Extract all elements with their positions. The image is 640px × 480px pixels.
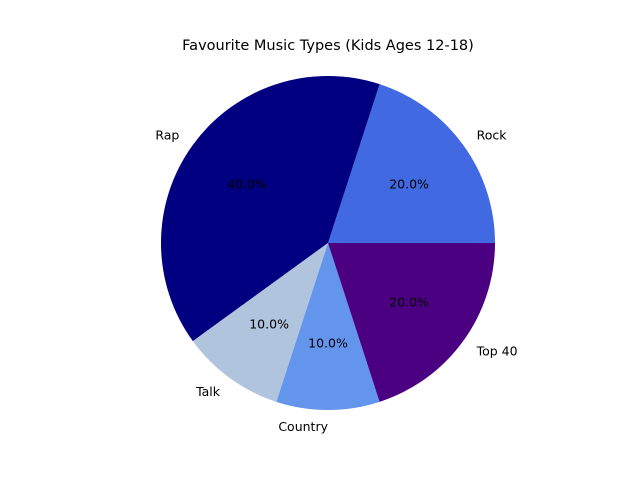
- slice-label-top-40: Top 40: [476, 343, 518, 358]
- pie-slice-rap: [160, 75, 380, 342]
- pie-slice-top-40: [328, 243, 495, 402]
- slice-percent-talk: 10.0%: [249, 317, 289, 332]
- slice-percent-rock: 20.0%: [389, 177, 429, 192]
- slice-label-talk: Talk: [195, 384, 221, 399]
- pie-slice-country: [276, 243, 380, 411]
- slice-percent-top-40: 20.0%: [389, 294, 429, 309]
- slice-label-rock: Rock: [477, 128, 508, 143]
- pie-slices: [160, 75, 495, 411]
- slice-percent-rap: 40.0%: [227, 177, 267, 192]
- pie-labels: Rock 20.0% Rap 40.0% Talk 10.0% Country 10.0% To…: [155, 128, 517, 435]
- pie-slice-talk: [192, 243, 328, 402]
- chart-title: Favourite Music Types (Kids Ages 12-18): [182, 38, 474, 54]
- slice-percent-country: 10.0%: [308, 336, 348, 351]
- slice-label-country: Country: [278, 419, 328, 434]
- slice-label-rap: Rap: [155, 128, 179, 143]
- pie-slice-rock: [328, 84, 495, 243]
